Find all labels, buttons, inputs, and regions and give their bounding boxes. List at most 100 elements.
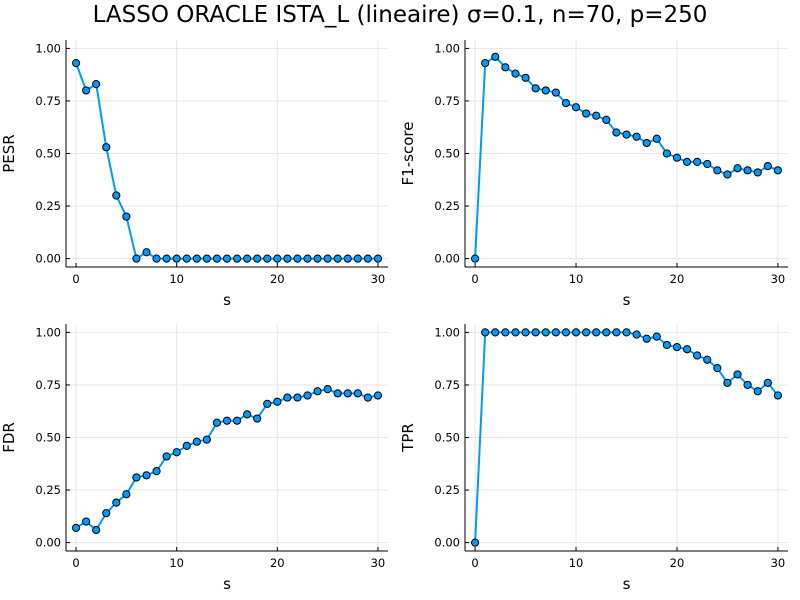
- fdr-xlabel: s: [223, 575, 231, 593]
- f1-score-data-point: [703, 159, 712, 169]
- tpr-data-point: [531, 328, 540, 337]
- f1-score-data-point: [501, 63, 510, 72]
- tpr-data-point: [632, 330, 641, 339]
- pesr-data-point: [283, 254, 292, 263]
- f1-score-data-point: [733, 164, 742, 173]
- pesr-data-point: [162, 254, 171, 263]
- tpr-xtick-label: 0: [471, 556, 478, 570]
- f1-score-data-point: [632, 132, 641, 141]
- fdr-data-point: [192, 437, 201, 446]
- f1-score-ytick-label: 0.25: [434, 199, 460, 213]
- fdr-data-point: [303, 391, 312, 400]
- fdr-data-point: [253, 414, 262, 423]
- f1-score-data-point: [743, 166, 752, 175]
- fdr-data-point: [232, 416, 242, 425]
- pesr-ytick-label: 0.00: [35, 252, 61, 266]
- f1-score-ytick-label: 0.75: [434, 94, 460, 108]
- f1-score-data-point: [521, 73, 530, 82]
- tpr-xtick-label: 20: [670, 556, 685, 570]
- tpr-ytick-label: 0.75: [434, 378, 460, 392]
- panel-tpr: 0 10 20 30 0.00 0.25 0.50 0.75 1.00 s TPR: [399, 324, 788, 593]
- fdr-series-line: [75, 388, 379, 531]
- f1-score-ylabel: F1-score: [399, 122, 417, 186]
- tpr-data-point: [602, 328, 611, 337]
- fdr-data-point: [373, 391, 383, 400]
- fdr-xtick-label: 20: [270, 556, 285, 570]
- pesr-data-point: [293, 254, 302, 263]
- pesr-data-point: [313, 254, 322, 263]
- tpr-data-point: [501, 328, 510, 337]
- fdr-data-point: [122, 490, 131, 499]
- fdr-data-point: [222, 416, 232, 425]
- pesr-data-point: [333, 254, 342, 263]
- pesr-data-point: [323, 254, 332, 263]
- fdr-data-point: [112, 498, 121, 507]
- f1-score-data-point: [652, 134, 661, 143]
- pesr-data-point: [263, 254, 272, 263]
- fdr-ytick-label: 0.50: [35, 431, 61, 445]
- fdr-ylabel: FDR: [0, 422, 18, 453]
- f1-score-data-point: [642, 138, 651, 148]
- pesr-data-point: [373, 254, 383, 263]
- f1-score-data-point: [713, 166, 722, 175]
- fdr-data-point: [71, 523, 81, 532]
- pesr-ylabel: PESR: [0, 134, 18, 172]
- pesr-data-point: [353, 254, 362, 263]
- fdr-ytick-label: 1.00: [35, 325, 61, 339]
- fdr-data-point: [323, 385, 332, 394]
- pesr-xlabel: s: [223, 291, 231, 309]
- fdr-data-point: [82, 517, 91, 526]
- tpr-data-point: [763, 378, 772, 387]
- tpr-data-point: [652, 332, 661, 341]
- fdr-data-point: [263, 399, 272, 408]
- fdr-data-point: [243, 410, 252, 419]
- tpr-data-point: [622, 328, 631, 337]
- pesr-data-point: [102, 143, 111, 152]
- pesr-data-point: [142, 248, 151, 257]
- pesr-data-point: [363, 254, 372, 263]
- tpr-data-point: [481, 328, 490, 337]
- pesr-ytick-label: 0.75: [35, 94, 61, 108]
- fdr-data-point: [212, 418, 222, 427]
- tpr-data-point: [743, 380, 752, 390]
- pesr-xtick-label: 30: [371, 272, 386, 286]
- fdr-data-point: [273, 397, 282, 406]
- tpr-data-point: [773, 391, 783, 400]
- tpr-data-point: [723, 378, 732, 387]
- f1-score-xtick-label: 10: [569, 272, 584, 286]
- pesr-data-point: [82, 86, 91, 95]
- tpr-data-point: [642, 334, 651, 343]
- pesr-ytick-label: 1.00: [35, 41, 61, 55]
- tpr-data-point: [511, 328, 520, 337]
- f1-score-data-point: [571, 103, 581, 112]
- pesr-data-point: [132, 254, 141, 263]
- f1-score-ytick-label: 1.00: [434, 41, 460, 55]
- pesr-data-point: [71, 59, 81, 68]
- pesr-data-point: [222, 254, 232, 263]
- f1-score-data-point: [773, 166, 783, 175]
- tpr-data-point: [682, 345, 692, 354]
- pesr-data-point: [202, 254, 211, 263]
- tpr-data-point: [491, 328, 500, 337]
- f1-score-data-point: [602, 115, 611, 124]
- fdr-xtick-label: 10: [169, 556, 184, 570]
- f1-score-data-point: [592, 111, 601, 120]
- tpr-ytick-label: 0.00: [434, 536, 460, 550]
- pesr-data-point: [122, 212, 131, 221]
- tpr-data-point: [561, 328, 571, 337]
- f1-score-data-point: [582, 109, 591, 118]
- panel-pesr: 0 10 20 30 0.00 0.25 0.50 0.75 1.00 s PESR: [0, 40, 388, 309]
- tpr-data-point: [703, 355, 712, 364]
- f1-score-ytick-label: 0.00: [434, 252, 460, 266]
- tpr-data-point: [470, 538, 480, 547]
- f1-score-data-point: [561, 98, 571, 108]
- f1-score-data-point: [682, 157, 692, 167]
- fdr-data-point: [363, 393, 372, 402]
- f1-score-ytick-label: 0.50: [434, 147, 460, 161]
- tpr-ytick-label: 1.00: [434, 325, 460, 339]
- pesr-data-point: [212, 254, 222, 263]
- f1-score-data-point: [481, 59, 490, 68]
- fdr-data-point: [333, 389, 342, 398]
- f1-score-xtick-label: 0: [471, 272, 478, 286]
